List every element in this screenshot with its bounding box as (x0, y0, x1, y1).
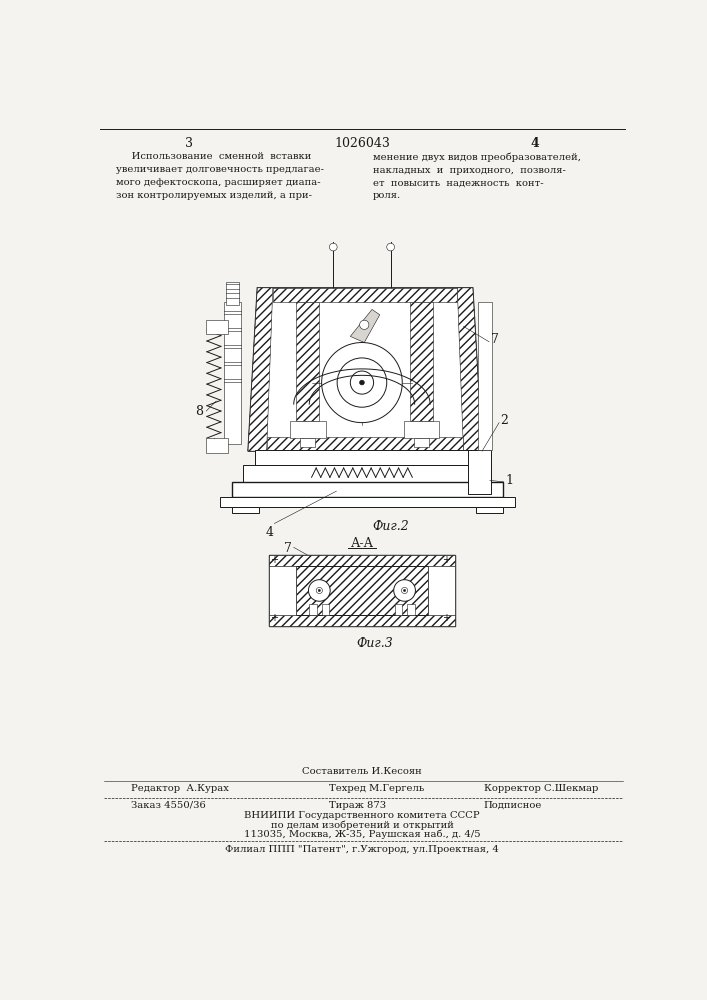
Circle shape (308, 580, 330, 601)
Text: Корректор С.Шекмар: Корректор С.Шекмар (484, 784, 598, 793)
Text: 1026043: 1026043 (334, 137, 390, 150)
Circle shape (360, 320, 369, 329)
Text: ВНИИПИ Государственного комитета СССР: ВНИИПИ Государственного комитета СССР (244, 811, 480, 820)
Polygon shape (457, 288, 482, 451)
Circle shape (387, 243, 395, 251)
Bar (206, 438, 228, 453)
Text: +: + (442, 555, 450, 565)
Bar (243, 465, 491, 482)
Bar (296, 566, 428, 615)
Text: 8: 8 (195, 405, 203, 418)
Bar (206, 320, 228, 334)
Text: Тираж 873: Тираж 873 (329, 801, 386, 810)
Text: Использование  сменной  вставки
увеличивает долговечность предлагае-
мого дефект: Использование сменной вставки увеличивае… (115, 152, 324, 200)
Text: Редактор  А.Курах: Редактор А.Курах (131, 784, 229, 793)
Bar (478, 302, 492, 450)
Text: +: + (270, 555, 279, 565)
Text: Фиг.2: Фиг.2 (373, 520, 409, 533)
Circle shape (322, 343, 402, 423)
Text: А-А: А-А (351, 537, 373, 550)
Bar (296, 302, 320, 421)
Text: менение двух видов преобразователей,
накладных  и  приходного,  позволя-
ет  пов: менение двух видов преобразователей, нак… (373, 152, 580, 200)
Text: 113035, Москва, Ж-35, Раушская наб., д. 4/5: 113035, Москва, Ж-35, Раушская наб., д. … (244, 830, 480, 839)
Circle shape (337, 358, 387, 407)
Bar (468, 450, 491, 494)
Text: 2: 2 (501, 414, 508, 427)
Text: 4: 4 (266, 526, 274, 539)
Text: 7: 7 (284, 542, 292, 555)
Bar (269, 555, 455, 566)
Text: 3: 3 (185, 137, 193, 150)
Text: Филиал ППП "Патент", г.Ужгород, ул.Проектная, 4: Филиал ППП "Патент", г.Ужгород, ул.Проек… (225, 845, 499, 854)
Bar (309, 604, 317, 615)
Circle shape (316, 587, 322, 594)
Text: +: + (270, 613, 279, 623)
Text: Техред М.Гергель: Техред М.Гергель (329, 784, 424, 793)
Bar (476, 507, 503, 513)
Bar (224, 302, 241, 444)
Bar (269, 615, 455, 626)
Text: 1: 1 (506, 474, 513, 487)
Text: 7: 7 (491, 333, 499, 346)
Bar (220, 497, 515, 507)
Text: Заказ 4550/36: Заказ 4550/36 (131, 801, 206, 810)
Bar (269, 566, 296, 615)
Circle shape (394, 580, 416, 601)
Bar (407, 604, 414, 615)
Circle shape (360, 380, 364, 385)
Polygon shape (248, 288, 482, 451)
Text: 4: 4 (530, 137, 539, 150)
Text: +: + (442, 613, 450, 623)
Polygon shape (248, 288, 273, 451)
Circle shape (404, 589, 406, 592)
Bar (410, 302, 433, 421)
Text: по делам изобретений и открытий: по делам изобретений и открытий (271, 821, 453, 830)
Bar (226, 282, 239, 305)
Bar (267, 437, 464, 451)
Circle shape (329, 243, 337, 251)
Bar (232, 482, 503, 497)
Bar (395, 604, 402, 615)
Bar (428, 566, 455, 615)
Circle shape (351, 371, 373, 394)
Polygon shape (351, 309, 380, 343)
Bar (322, 604, 329, 615)
Bar (269, 555, 455, 626)
Bar (232, 507, 259, 513)
Text: Составитель И.Кесоян: Составитель И.Кесоян (302, 767, 422, 776)
Bar (414, 438, 429, 447)
Text: Фиг.3: Фиг.3 (357, 637, 394, 650)
Bar (273, 288, 457, 302)
Bar (255, 450, 476, 465)
Bar (300, 438, 315, 447)
Circle shape (402, 587, 408, 594)
Bar (290, 421, 325, 438)
Text: Подписное: Подписное (484, 801, 542, 810)
Bar (404, 421, 440, 438)
Circle shape (318, 589, 320, 592)
